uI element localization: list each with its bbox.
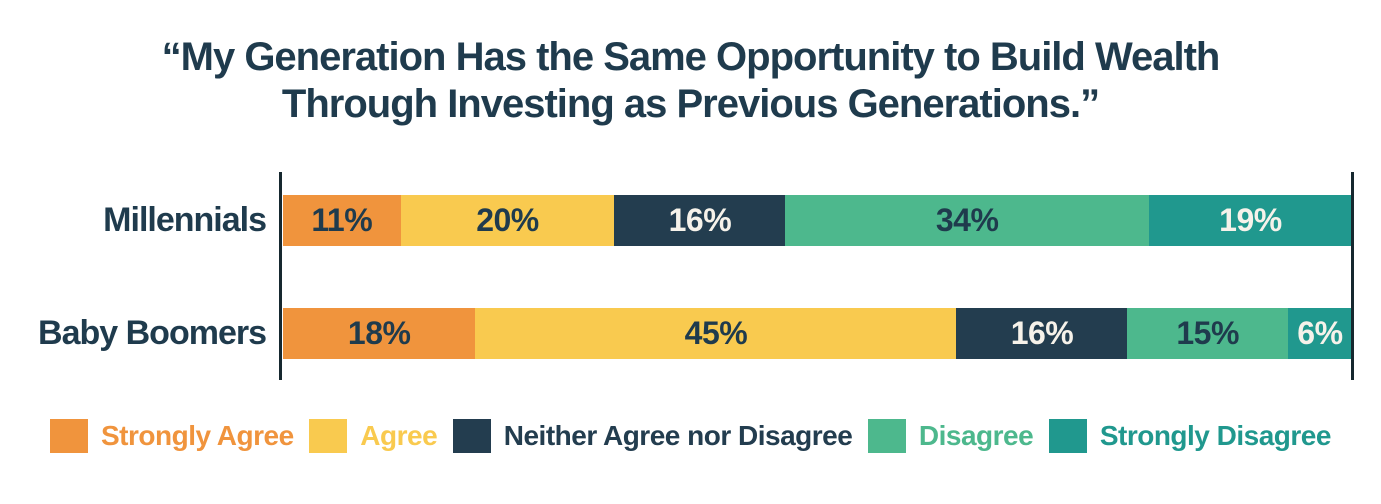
- segment-value-label: 11%: [311, 201, 373, 238]
- legend: Strongly Agree Agree Neither Agree nor Dis…: [50, 418, 1332, 453]
- segment-value-label: 16%: [1010, 314, 1074, 351]
- legend-swatch-neither-agree-nor-disagree: [452, 418, 491, 453]
- segment-value-label: 18%: [347, 314, 411, 351]
- legend-label-neither-agree-nor-disagree: Neither Agree nor Disagree: [503, 419, 853, 451]
- bar-segment-millennials-strongly-disagree: 19%: [1148, 194, 1352, 246]
- legend-item-agree: Agree: [309, 418, 438, 453]
- bar-segment-baby-boomers-strongly-agree: 18%: [283, 307, 476, 359]
- legend-item-strongly-disagree: Strongly Disagree: [1048, 418, 1332, 453]
- bar-segment-millennials-agree: 20%: [400, 194, 615, 246]
- right-boundary-line: [1351, 171, 1354, 380]
- legend-swatch-disagree: [867, 418, 906, 453]
- category-label-baby-boomers: Baby Boomers: [38, 313, 267, 352]
- legend-swatch-strongly-disagree: [1048, 418, 1087, 453]
- bar-segment-baby-boomers-strongly-disagree: 6%: [1287, 307, 1352, 359]
- segment-value-label: 6%: [1297, 314, 1343, 351]
- segment-value-label: 20%: [476, 201, 539, 238]
- bar-segment-millennials-strongly-agree: 11%: [283, 194, 401, 246]
- legend-label-strongly-agree: Strongly Agree: [101, 419, 294, 451]
- y-axis-line: [279, 171, 282, 380]
- chart-title: “My Generation Has the Same Opportunity …: [0, 0, 1381, 128]
- bar-segment-millennials-disagree: 34%: [785, 194, 1149, 246]
- chart-title-line2: Through Investing as Previous Generation…: [281, 81, 1100, 126]
- legend-label-strongly-disagree: Strongly Disagree: [1099, 419, 1332, 451]
- stacked-bar-baby-boomers: 18% 45% 16% 15% 6%: [283, 307, 1352, 359]
- bar-rows: Millennials 11% 20% 16% 34% 19% Baby Boomers 18…: [0, 172, 1381, 359]
- legend-label-disagree: Disagree: [918, 419, 1034, 451]
- legend-item-neither-agree-nor-disagree: Neither Agree nor Disagree: [452, 418, 853, 453]
- legend-item-strongly-agree: Strongly Agree: [50, 418, 294, 453]
- segment-value-label: 19%: [1219, 201, 1282, 238]
- bar-segment-baby-boomers-agree: 45%: [475, 307, 957, 359]
- chart-title-line1: “My Generation Has the Same Opportunity …: [161, 35, 1221, 79]
- stacked-bar-millennials: 11% 20% 16% 34% 19%: [283, 194, 1352, 246]
- bar-segment-millennials-neither-agree-nor-disagree: 16%: [614, 194, 786, 246]
- bar-row-baby-boomers: Baby Boomers 18% 45% 16% 15% 6%: [0, 307, 1381, 359]
- stacked-bar-chart: Millennials 11% 20% 16% 34% 19% Baby Boomers 18…: [0, 171, 1381, 380]
- legend-swatch-strongly-agree: [50, 418, 88, 453]
- bar-row-millennials: Millennials 11% 20% 16% 34% 19%: [0, 194, 1381, 246]
- legend-label-agree: Agree: [360, 419, 438, 451]
- segment-value-label: 15%: [1176, 314, 1239, 351]
- segment-value-label: 16%: [668, 201, 732, 238]
- legend-item-disagree: Disagree: [867, 418, 1034, 453]
- bar-segment-baby-boomers-neither-agree-nor-disagree: 16%: [956, 307, 1128, 359]
- legend-swatch-agree: [309, 418, 348, 453]
- segment-value-label: 34%: [935, 201, 999, 238]
- bar-segment-baby-boomers-disagree: 15%: [1127, 307, 1288, 359]
- segment-value-label: 45%: [684, 314, 748, 351]
- category-label-millennials: Millennials: [103, 200, 267, 239]
